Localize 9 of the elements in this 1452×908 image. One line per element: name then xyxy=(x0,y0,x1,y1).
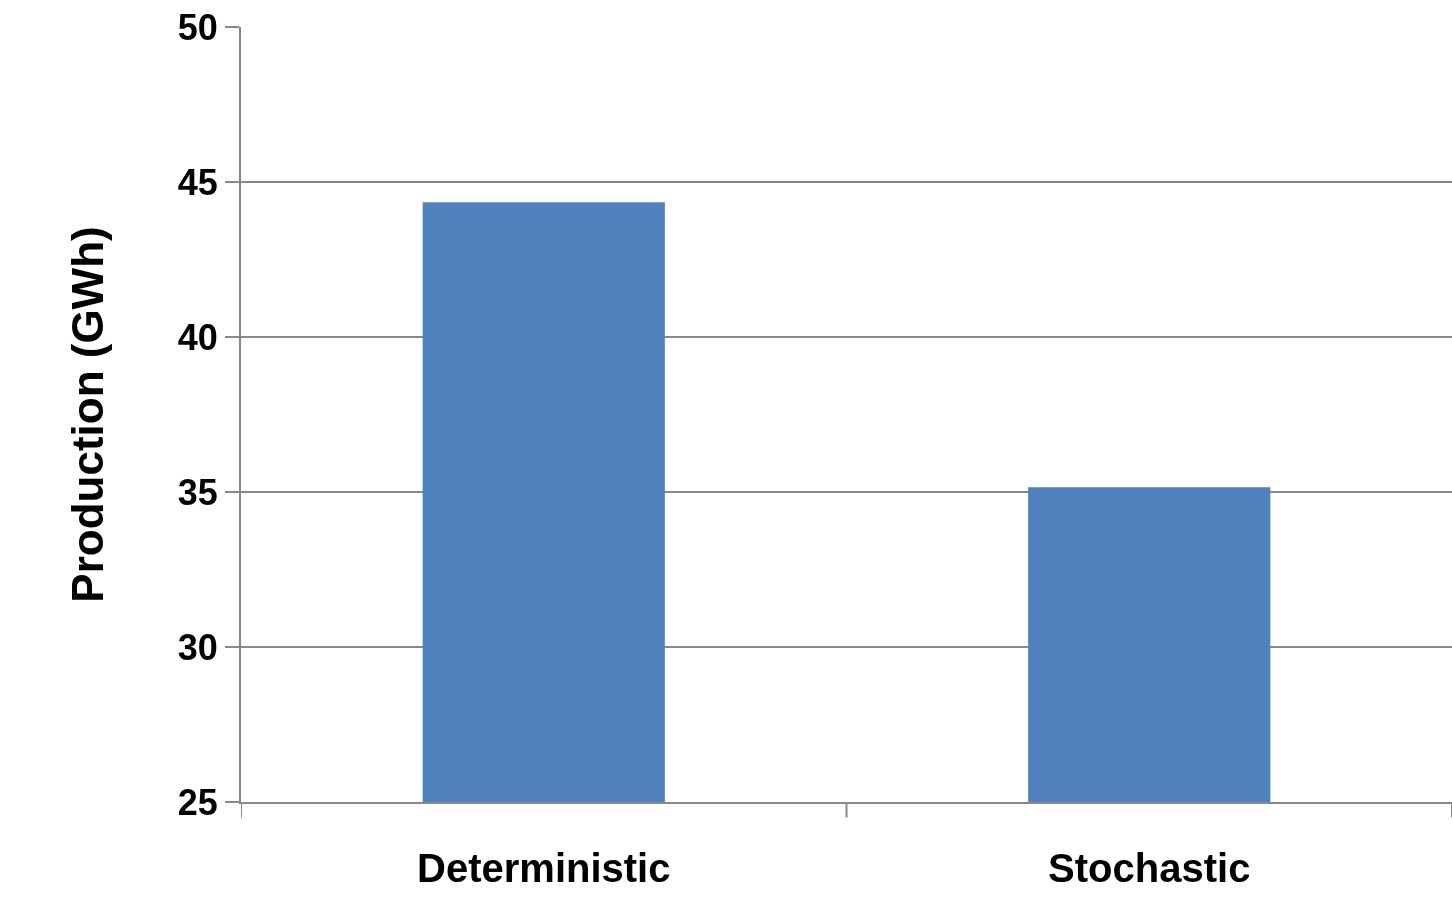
y-tick-label: 50 xyxy=(177,6,218,48)
y-tick-label: 40 xyxy=(177,316,218,358)
y-tick-label: 25 xyxy=(177,781,218,823)
x-tick-label: Stochastic xyxy=(1048,846,1251,890)
y-axis-title: Production (GWh) xyxy=(63,226,113,603)
y-tick-label: 35 xyxy=(177,471,218,513)
y-tick-label: 45 xyxy=(177,161,218,203)
y-tick-label: 30 xyxy=(177,626,218,668)
x-tick-label: Deterministic xyxy=(417,846,671,890)
